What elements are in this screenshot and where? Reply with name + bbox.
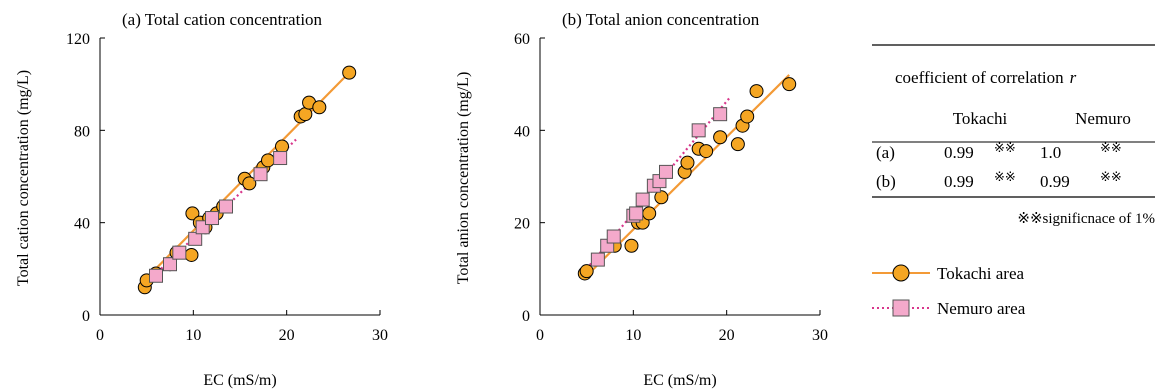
chart-a: (a) Total cation concentration EC (mS/m)… xyxy=(15,10,388,389)
chart-a-y-tick-label: 40 xyxy=(74,216,90,233)
table-row-a-label: (a) xyxy=(876,143,895,162)
chart-b: (b) Total anion concentration EC (mS/m) … xyxy=(455,10,828,389)
chart-a-x-tick-label: 20 xyxy=(279,327,295,344)
chart-b-tokachi-point xyxy=(680,155,695,170)
legend-tokachi-marker xyxy=(892,264,910,282)
chart-b-y-tick-label: 0 xyxy=(522,308,530,325)
chart-a-y-tick-label: 80 xyxy=(74,123,90,140)
table-col-tokachi: Tokachi xyxy=(953,109,1008,128)
table-row-a-nemuro-sig: ※※ xyxy=(1100,140,1122,155)
table-row-a-tokachi: 0.99 xyxy=(944,143,974,162)
chart-a-tokachi-point xyxy=(342,65,357,80)
chart-a-nemuro-point xyxy=(253,167,268,182)
legend-tokachi-label: Tokachi area xyxy=(937,264,1025,283)
chart-b-x-tick-label: 0 xyxy=(536,327,544,344)
table-row-a-tokachi-sig: ※※ xyxy=(994,140,1016,155)
chart-b-nemuro-point xyxy=(590,252,605,267)
chart-b-tokachi-point xyxy=(730,137,745,152)
chart-a-title: (a) Total cation concentration xyxy=(122,10,323,29)
chart-b-tokachi-point xyxy=(642,206,657,221)
table-row-b-nemuro: 0.99 xyxy=(1040,172,1070,191)
chart-a-x-tick-label: 0 xyxy=(96,327,104,344)
chart-a-x-tick-label: 10 xyxy=(185,327,201,344)
chart-a-xlabel: EC (mS/m) xyxy=(203,372,276,389)
chart-b-tokachi-point xyxy=(624,238,639,253)
chart-a-tokachi-point xyxy=(242,176,257,191)
chart-a-y-tick-label: 0 xyxy=(82,308,90,325)
chart-a-ylabel: Total cation concentration (mg/L) xyxy=(15,70,32,286)
chart-b-x-tick-label: 30 xyxy=(812,327,828,344)
chart-b-nemuro-point xyxy=(713,107,728,122)
chart-a-nemuro-point xyxy=(172,245,187,260)
chart-a-nemuro-point xyxy=(219,199,233,214)
chart-b-ylabel: Total anion concentration (mg/L) xyxy=(455,72,472,285)
table-note: ※※significnace of 1% xyxy=(1017,211,1155,227)
table-header: coefficient of correlation r xyxy=(895,68,1077,87)
chart-b-nemuro-point xyxy=(606,229,621,244)
chart-b-x-tick-label: 20 xyxy=(719,327,735,344)
chart-b-y-tick-label: 20 xyxy=(514,216,530,233)
chart-a-tokachi-point xyxy=(298,107,313,122)
table-row-b-tokachi: 0.99 xyxy=(944,172,974,191)
chart-a-nemuro-point xyxy=(149,268,163,283)
chart-b-xlabel: EC (mS/m) xyxy=(643,372,716,389)
chart-b-y-tick-label: 40 xyxy=(514,123,530,140)
chart-b-nemuro-point xyxy=(691,123,706,138)
chart-a-nemuro-point xyxy=(163,257,177,272)
chart-b-tokachi-point xyxy=(740,109,755,124)
legend-item-nemuro: Nemuro area xyxy=(872,299,1026,318)
chart-b-tokachi-point xyxy=(699,144,714,159)
legend-nemuro-marker xyxy=(892,299,910,317)
legend: Tokachi area Nemuro area xyxy=(872,264,1026,318)
chart-b-nemuro-point xyxy=(629,206,644,221)
chart-b-tokachi-point xyxy=(713,130,728,145)
chart-a-tokachi-point xyxy=(261,153,275,168)
chart-a-nemuro-point xyxy=(273,151,288,166)
table-row-b-tokachi-sig: ※※ xyxy=(994,169,1016,184)
table-row-a-nemuro: 1.0 xyxy=(1040,143,1061,162)
legend-item-tokachi: Tokachi area xyxy=(872,264,1025,283)
chart-a-nemuro-point xyxy=(188,231,203,246)
chart-b-tokachi-point xyxy=(782,77,797,92)
chart-b-tokachi-point xyxy=(654,190,669,205)
chart-b-nemuro-point xyxy=(635,192,650,207)
table-row-b-nemuro-sig: ※※ xyxy=(1100,169,1122,184)
chart-a-x-tick-label: 30 xyxy=(372,327,388,344)
legend-nemuro-label: Nemuro area xyxy=(937,299,1026,318)
chart-a-y-tick-label: 120 xyxy=(66,31,90,48)
chart-b-tokachi-point xyxy=(579,264,594,279)
table-col-nemuro: Nemuro xyxy=(1075,109,1131,128)
chart-b-title: (b) Total anion concentration xyxy=(562,10,760,29)
chart-b-nemuro-point xyxy=(659,164,673,179)
chart-a-nemuro-point xyxy=(205,211,219,226)
chart-a-tokachi-point xyxy=(185,206,200,221)
chart-b-tokachi-point xyxy=(749,84,764,99)
correlation-table: coefficient of correlation r Tokachi Nemu… xyxy=(872,44,1155,227)
chart-a-tokachi-point xyxy=(184,247,199,262)
chart-a-tokachi-point xyxy=(312,100,327,115)
chart-b-x-tick-label: 10 xyxy=(625,327,641,344)
table-row-b-label: (b) xyxy=(876,172,896,191)
chart-b-y-tick-label: 60 xyxy=(514,31,530,48)
